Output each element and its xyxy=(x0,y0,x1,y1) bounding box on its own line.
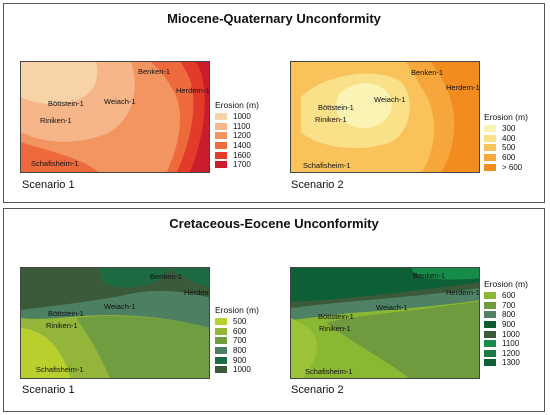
legend-item: 900 xyxy=(484,320,528,330)
panel-title: Cretaceous-Eocene Unconformity xyxy=(169,216,379,231)
legend-title: Erosion (m) xyxy=(484,279,528,289)
legend-ce-scenario-1: Erosion (m) 500 600 700 800 900 1000 xyxy=(215,305,259,375)
legend-item: 600 xyxy=(215,327,259,337)
legend-item: 700 xyxy=(484,301,528,311)
well-label-herdern: Herdern-1 xyxy=(176,86,210,95)
well-label-benken: Benken-1 xyxy=(150,272,183,281)
erosion-contours xyxy=(291,62,479,172)
legend-item: 1300 xyxy=(484,358,528,368)
well-label-schafisheim: Schafisheim-1 xyxy=(305,367,353,376)
legend-item: 1400 xyxy=(215,141,259,151)
legend-item: 1100 xyxy=(215,122,259,132)
map-mq-scenario-1: Benken-1 Herdern-1 Böttstein-1 Weiach-1 … xyxy=(20,61,210,173)
legend-title: Erosion (m) xyxy=(484,112,528,122)
legend-item: 1700 xyxy=(215,160,259,170)
panel-cretaceous-eocene: Cretaceous-Eocene Unconformity Benken-1 … xyxy=(3,208,545,412)
well-label-schafisheim: Schafisheim-1 xyxy=(303,161,351,170)
legend-item: 1200 xyxy=(215,131,259,141)
legend-item: 1200 xyxy=(484,349,528,359)
well-label-bottstein: Böttstein-1 xyxy=(48,309,84,318)
well-label-herdern: Herdern-1 xyxy=(184,288,209,297)
well-label-weiach: Weiach-1 xyxy=(374,95,406,104)
map-mq-scenario-2: Benken-1 Herdern-1 Böttstein-1 Weiach-1 … xyxy=(290,61,480,173)
well-label-riniken: Riniken-1 xyxy=(46,321,78,330)
legend-item: 700 xyxy=(215,336,259,346)
legend-item: 800 xyxy=(484,310,528,320)
legend-item: 1600 xyxy=(215,150,259,160)
well-label-riniken: Riniken-1 xyxy=(40,116,72,125)
scenario-label: Scenario 2 xyxy=(291,179,344,191)
well-label-benken: Benken-1 xyxy=(411,68,444,77)
well-label-weiach: Weiach-1 xyxy=(104,97,136,106)
well-label-bottstein: Böttstein-1 xyxy=(48,99,84,108)
legend-item: 400 xyxy=(484,134,528,144)
legend-item: 900 xyxy=(215,355,259,365)
panel-title: Miocene-Quaternary Unconformity xyxy=(167,11,381,26)
well-label-bottstein: Böttstein-1 xyxy=(318,312,354,321)
well-label-herdern: Herdern-1 xyxy=(446,288,480,297)
well-label-herdern: Herdern-1 xyxy=(446,83,480,92)
panel-miocene-quaternary: Miocene-Quaternary Unconformity Benken-1… xyxy=(3,3,545,203)
legend-item: 500 xyxy=(484,143,528,153)
legend-item: 600 xyxy=(484,153,528,163)
well-label-benken: Benken-1 xyxy=(413,271,446,280)
legend-item: 1000 xyxy=(215,365,259,375)
legend-item: > 600 xyxy=(484,162,528,172)
well-label-weiach: Weiach-1 xyxy=(104,302,136,311)
map-ce-scenario-2: Benken-1 Herdern-1 Böttstein-1 Weiach-1 … xyxy=(290,267,480,379)
legend-item: 1100 xyxy=(484,339,528,349)
map-ce-scenario-1: Benken-1 Herdern-1 Böttstein-1 Weiach-1 … xyxy=(20,267,210,379)
legend-item: 500 xyxy=(215,317,259,327)
well-label-weiach: Weiach-1 xyxy=(376,303,408,312)
legend-mq-scenario-1: Erosion (m) 1000 1100 1200 1400 1600 170… xyxy=(215,100,259,170)
erosion-contours xyxy=(21,268,209,378)
scenario-label: Scenario 1 xyxy=(22,384,75,396)
erosion-contours xyxy=(21,62,209,172)
legend-title: Erosion (m) xyxy=(215,100,259,110)
legend-item: 600 xyxy=(484,291,528,301)
well-label-schafisheim: Schafisheim-1 xyxy=(31,159,79,168)
legend-ce-scenario-2: Erosion (m) 600 700 800 900 1000 1100 12… xyxy=(484,279,528,368)
legend-item: 800 xyxy=(215,346,259,356)
erosion-contours xyxy=(291,268,479,378)
legend-item: 300 xyxy=(484,124,528,134)
well-label-bottstein: Böttstein-1 xyxy=(318,103,354,112)
scenario-label: Scenario 2 xyxy=(291,384,344,396)
legend-item: 1000 xyxy=(484,329,528,339)
scenario-label: Scenario 1 xyxy=(22,179,75,191)
well-label-benken: Benken-1 xyxy=(138,67,171,76)
well-label-riniken: Riniken-1 xyxy=(319,324,351,333)
well-label-riniken: Riniken-1 xyxy=(315,115,347,124)
legend-item: 1000 xyxy=(215,112,259,122)
legend-mq-scenario-2: Erosion (m) 300 400 500 600 > 600 xyxy=(484,112,528,172)
well-label-schafisheim: Schafisheim-1 xyxy=(36,365,84,374)
legend-title: Erosion (m) xyxy=(215,305,259,315)
